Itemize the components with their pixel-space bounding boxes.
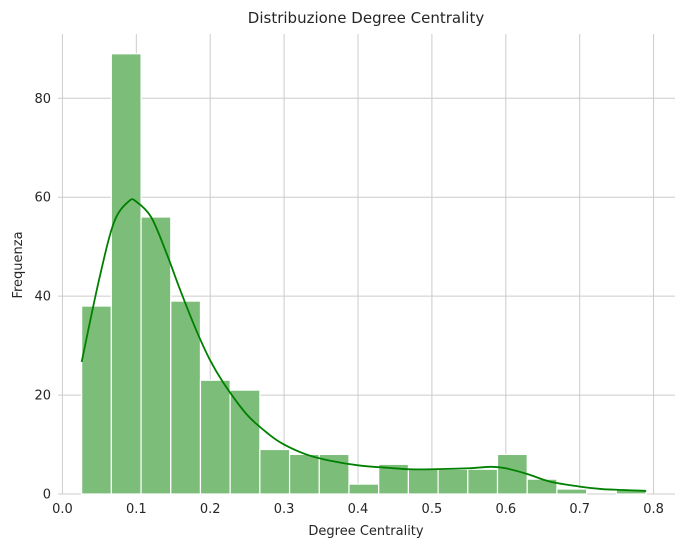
histogram-bar <box>348 483 380 495</box>
histogram-bars <box>81 53 647 495</box>
histogram-bar <box>496 453 528 495</box>
histogram-bar <box>229 389 261 495</box>
y-tick-label: 40 <box>34 290 51 305</box>
x-tick-labels: 0.0 0.1 0.2 0.3 0.4 0.5 0.6 0.7 0.8 <box>52 502 664 517</box>
histogram-bar <box>110 53 142 495</box>
y-axis-title: Frequenza <box>11 231 26 298</box>
y-tick-label: 0 <box>43 488 51 503</box>
y-tick-labels: 0 20 40 60 80 <box>34 92 51 503</box>
x-tick-label: 0.4 <box>348 502 369 517</box>
x-tick-label: 0.8 <box>643 502 664 517</box>
x-tick-label: 0.7 <box>569 502 590 517</box>
y-tick-label: 20 <box>34 389 51 404</box>
histogram-bar <box>467 468 499 495</box>
x-axis-title: Degree Centrality <box>308 524 423 539</box>
x-tick-label: 0.1 <box>126 502 147 517</box>
histogram-bar <box>437 468 469 495</box>
histogram-bar <box>318 453 350 495</box>
x-tick-label: 0.0 <box>52 502 73 517</box>
histogram-bar <box>140 216 172 495</box>
y-tick-label: 80 <box>34 92 51 107</box>
x-tick-label: 0.6 <box>495 502 516 517</box>
histogram-bar <box>81 305 112 495</box>
chart-title: Distribuzione Degree Centrality <box>248 9 485 27</box>
histogram-bar <box>407 468 439 495</box>
histogram-bar <box>259 448 291 495</box>
kde-line <box>80 198 647 492</box>
histogram-bar <box>199 379 231 495</box>
x-tick-label: 0.5 <box>422 502 443 517</box>
x-tick-label: 0.3 <box>274 502 295 517</box>
histogram-bar <box>556 488 588 495</box>
y-tick-label: 60 <box>34 191 51 206</box>
histogram-bar <box>288 453 320 495</box>
x-tick-label: 0.2 <box>200 502 221 517</box>
